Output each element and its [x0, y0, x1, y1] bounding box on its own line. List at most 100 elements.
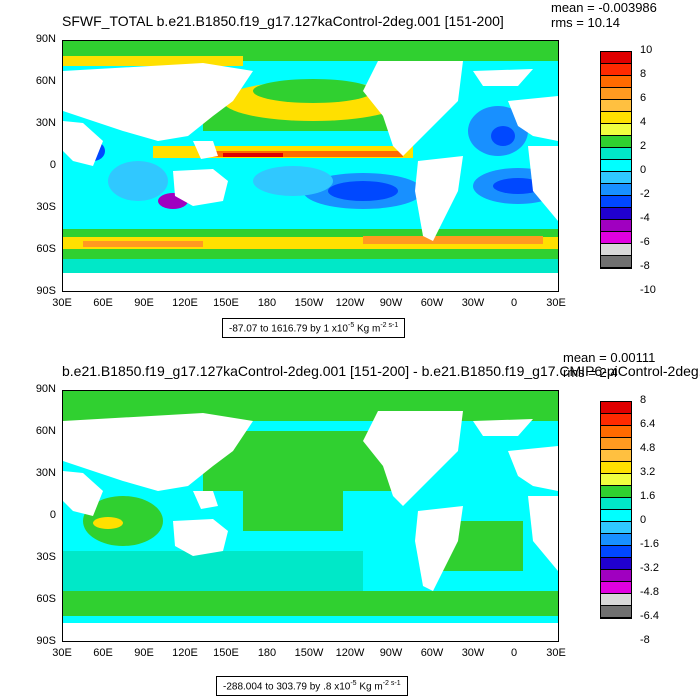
bottom-range-info: -288.004 to 303.79 by .8 x10-5 Kg m-2 s-… [216, 676, 408, 697]
colorbar-swatch [601, 522, 631, 534]
colorbar-swatch [601, 196, 631, 208]
lon-label-120e: 120E [172, 297, 198, 309]
colorbar-swatch [601, 402, 631, 414]
lat-label-30s: 30S [36, 551, 56, 563]
bottom-range-unit: Kg m [356, 681, 383, 693]
lon-label-120e: 120E [172, 647, 198, 659]
lat-label-90s: 90S [36, 285, 56, 297]
colorbar-tick-label: 2 [640, 140, 647, 152]
lat-label-30s: 30S [36, 201, 56, 213]
colorbar-swatch [601, 208, 631, 220]
lon-label-0: 0 [510, 297, 518, 309]
colorbar-tick-label: 4.8 [640, 442, 656, 454]
colorbar-tick-label: -3.2 [640, 562, 659, 574]
top-range-unit: Kg m [354, 323, 381, 335]
colorbar-tick-label: -8 [640, 260, 650, 272]
colorbar-swatch [601, 232, 631, 244]
colorbar-tick-label: 8 [640, 68, 647, 80]
lon-label-180: 180 [257, 647, 277, 659]
colorbar-tick-label: 8 [640, 394, 647, 406]
lon-label-60w: 60W [420, 647, 444, 659]
colorbar-swatch [601, 438, 631, 450]
colorbar-swatch [601, 510, 631, 522]
lon-label-30w: 30W [461, 647, 485, 659]
lon-label-30e-right: 30E [546, 647, 566, 659]
lat-label-0: 0 [49, 159, 56, 171]
lon-label-90e: 90E [134, 297, 154, 309]
colorbar-tick-label: -4.8 [640, 586, 659, 598]
colorbar-swatch [601, 474, 631, 486]
colorbar-tick-label: 10 [640, 44, 653, 56]
lon-label-150e: 150E [213, 647, 239, 659]
colorbar-swatch [601, 100, 631, 112]
colorbar-swatch [601, 606, 631, 618]
top-range-text: -87.07 to 1616.79 by 1 x10 [229, 323, 348, 335]
lon-label-150e: 150E [213, 297, 239, 309]
colorbar-swatch [601, 558, 631, 570]
lon-label-0: 0 [510, 647, 518, 659]
colorbar-swatch [601, 172, 631, 184]
bottom-map-panel: b.e21.B1850.f19_g17.127kaControl-2deg.00… [0, 350, 700, 700]
lon-label-60e: 60E [93, 647, 113, 659]
bottom-rms-stat: rms = 2.4 [563, 365, 618, 380]
colorbar-tick-label: -4 [640, 212, 650, 224]
lat-label-60s: 60S [36, 593, 56, 605]
top-mean-stat: mean = -0.003986 [551, 0, 657, 15]
colorbar-swatch [601, 220, 631, 232]
top-map-plot [62, 40, 559, 292]
bottom-range-exp: -5 [350, 680, 357, 687]
colorbar-tick-label: 3.2 [640, 466, 656, 478]
colorbar-tick-label: 0 [640, 164, 647, 176]
top-map-field [63, 41, 558, 291]
colorbar-tick-label: -6 [640, 236, 650, 248]
lon-label-120w: 120W [335, 647, 365, 659]
colorbar-tick-label: -10 [640, 284, 656, 296]
lon-label-180: 180 [257, 297, 277, 309]
colorbar-swatch [601, 426, 631, 438]
colorbar-tick-label: -2 [640, 188, 650, 200]
lon-label-150w: 150W [294, 297, 324, 309]
colorbar-swatch [601, 462, 631, 474]
colorbar-swatch [601, 160, 631, 172]
top-colorbar [600, 51, 632, 269]
colorbar-swatch [601, 498, 631, 510]
colorbar-swatch [601, 486, 631, 498]
colorbar-swatch [601, 184, 631, 196]
lon-label-150w: 150W [294, 647, 324, 659]
colorbar-swatch [601, 136, 631, 148]
top-range-info: -87.07 to 1616.79 by 1 x10-5 Kg m-2 s-1 [222, 318, 406, 339]
bottom-map-field [63, 391, 558, 641]
colorbar-tick-label: -6.4 [640, 610, 659, 622]
lon-label-30e: 30E [52, 647, 72, 659]
colorbar-tick-label: 6 [640, 92, 647, 104]
colorbar-swatch [601, 148, 631, 160]
lat-label-0: 0 [49, 509, 56, 521]
colorbar-swatch [601, 88, 631, 100]
colorbar-swatch [601, 76, 631, 88]
colorbar-swatch [601, 582, 631, 594]
colorbar-swatch [601, 534, 631, 546]
lat-label-30n: 30N [35, 467, 56, 479]
lat-label-60n: 60N [35, 75, 56, 87]
colorbar-tick-label: 0 [640, 514, 647, 526]
top-map-title: SFWF_TOTAL b.e21.B1850.f19_g17.127kaCont… [62, 13, 504, 29]
colorbar-tick-label: -1.6 [640, 538, 659, 550]
lat-label-90n: 90N [35, 33, 56, 45]
bottom-colorbar [600, 401, 632, 619]
lon-label-60w: 60W [420, 297, 444, 309]
colorbar-tick-label: 6.4 [640, 418, 656, 430]
top-range-exp: -5 [347, 322, 355, 329]
colorbar-tick-label: 1.6 [640, 490, 656, 502]
colorbar-swatch [601, 594, 631, 606]
top-map-panel: SFWF_TOTAL b.e21.B1850.f19_g17.127kaCont… [35, 0, 657, 339]
lon-label-60e: 60E [93, 297, 113, 309]
lon-label-90w: 90W [379, 297, 403, 309]
lat-label-60s: 60S [36, 243, 56, 255]
bottom-map-plot [62, 390, 559, 642]
top-range-unit-exp: -2 s-1 [380, 322, 399, 329]
top-rms-stat: rms = 10.14 [551, 15, 621, 30]
bottom-map-title: b.e21.B1850.f19_g17.127kaControl-2deg.00… [62, 363, 700, 379]
bottom-mean-stat: mean = 0.00111 [563, 350, 656, 365]
lon-label-90w: 90W [379, 647, 403, 659]
lat-label-90s: 90S [36, 635, 56, 647]
